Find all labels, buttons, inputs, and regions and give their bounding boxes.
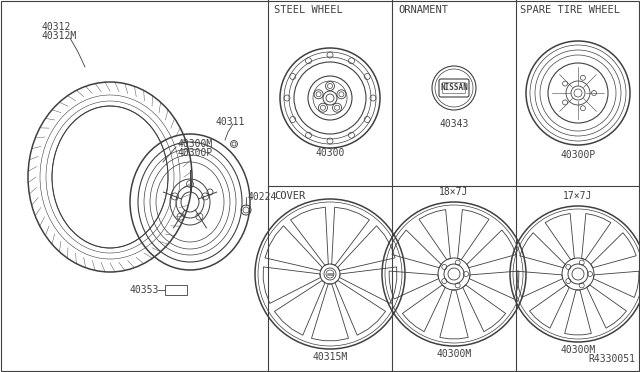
Text: COVER: COVER [274, 191, 305, 201]
Text: 40300M: 40300M [561, 345, 596, 355]
Text: 40315M: 40315M [312, 352, 348, 362]
Text: 17×7J: 17×7J [563, 191, 593, 201]
Text: 18×7J: 18×7J [439, 187, 468, 197]
Text: 40300P: 40300P [178, 148, 213, 158]
Text: 40300M: 40300M [436, 349, 472, 359]
Text: 40312: 40312 [42, 22, 72, 32]
Text: 40300M: 40300M [178, 139, 213, 149]
Text: 40300P: 40300P [561, 150, 596, 160]
Text: ORNAMENT: ORNAMENT [398, 5, 448, 15]
Text: NISSAN: NISSAN [440, 83, 468, 93]
Text: 40311: 40311 [215, 117, 244, 127]
Text: STEEL WHEEL: STEEL WHEEL [274, 5, 343, 15]
Text: 40224: 40224 [248, 192, 277, 202]
Circle shape [448, 268, 460, 280]
Text: 40312M: 40312M [42, 31, 77, 41]
Text: 40353: 40353 [130, 285, 159, 295]
Text: 40300: 40300 [316, 148, 345, 158]
Text: 40343: 40343 [439, 119, 468, 129]
Text: SPARE TIRE WHEEL: SPARE TIRE WHEEL [520, 5, 620, 15]
Text: R4330051: R4330051 [588, 354, 635, 364]
Circle shape [572, 268, 584, 280]
